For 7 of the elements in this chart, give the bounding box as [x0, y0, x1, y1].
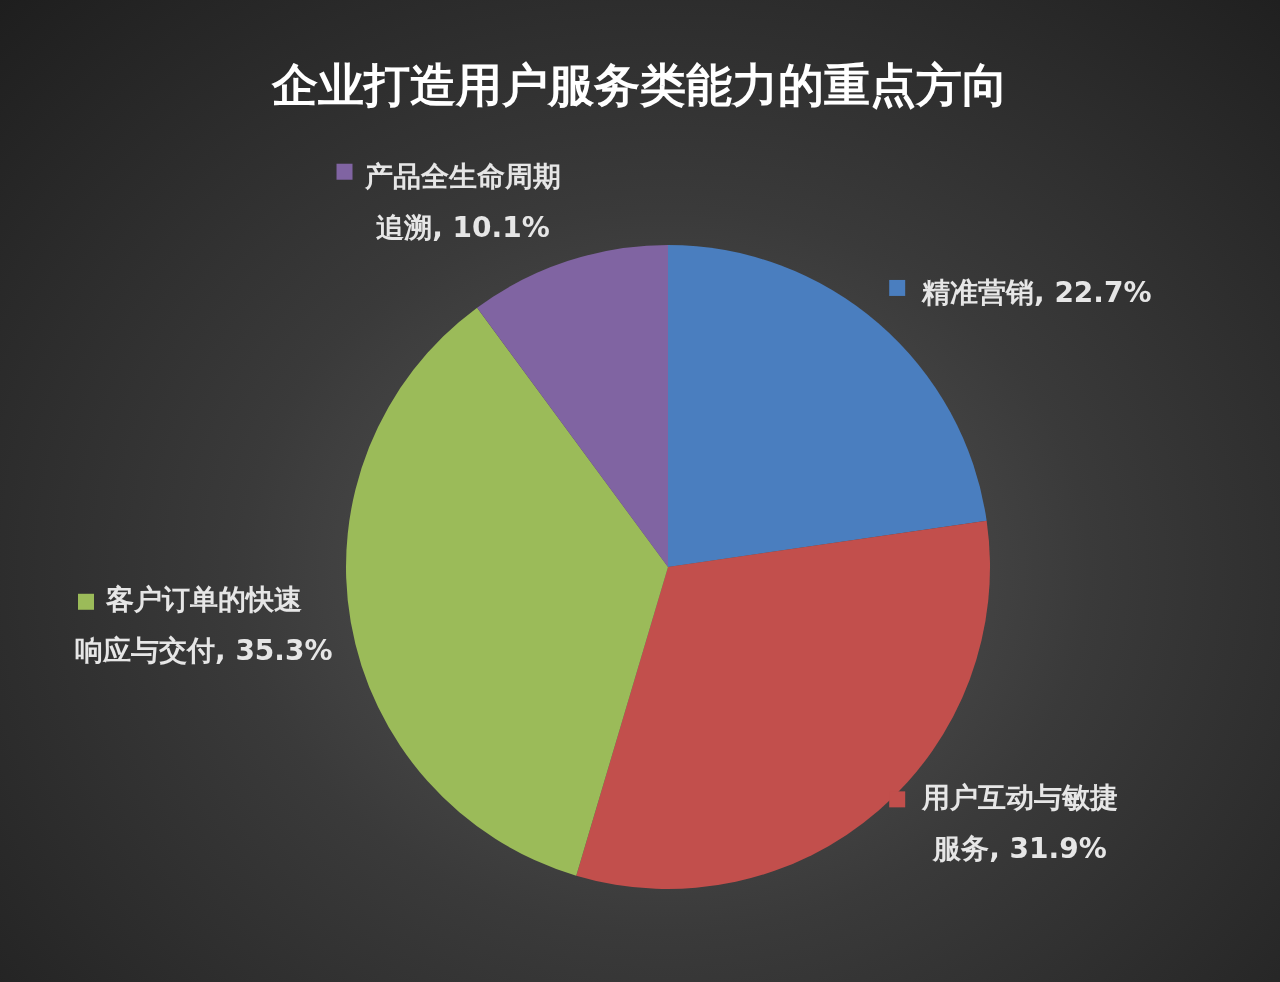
- chart-title: 企业打造用户服务类能力的重点方向: [271, 58, 1008, 113]
- legend-label: 客户订单的快速响应与交付, 35.3%: [75, 583, 333, 667]
- legend-label: 用户互动与敏捷服务, 31.9%: [921, 781, 1118, 865]
- pie-slice: [477, 245, 668, 567]
- pie-slice: [346, 307, 668, 876]
- legend-label: 精准营销, 22.7%: [921, 276, 1152, 309]
- legend-label: 产品全生命周期追溯, 10.1%: [364, 160, 561, 244]
